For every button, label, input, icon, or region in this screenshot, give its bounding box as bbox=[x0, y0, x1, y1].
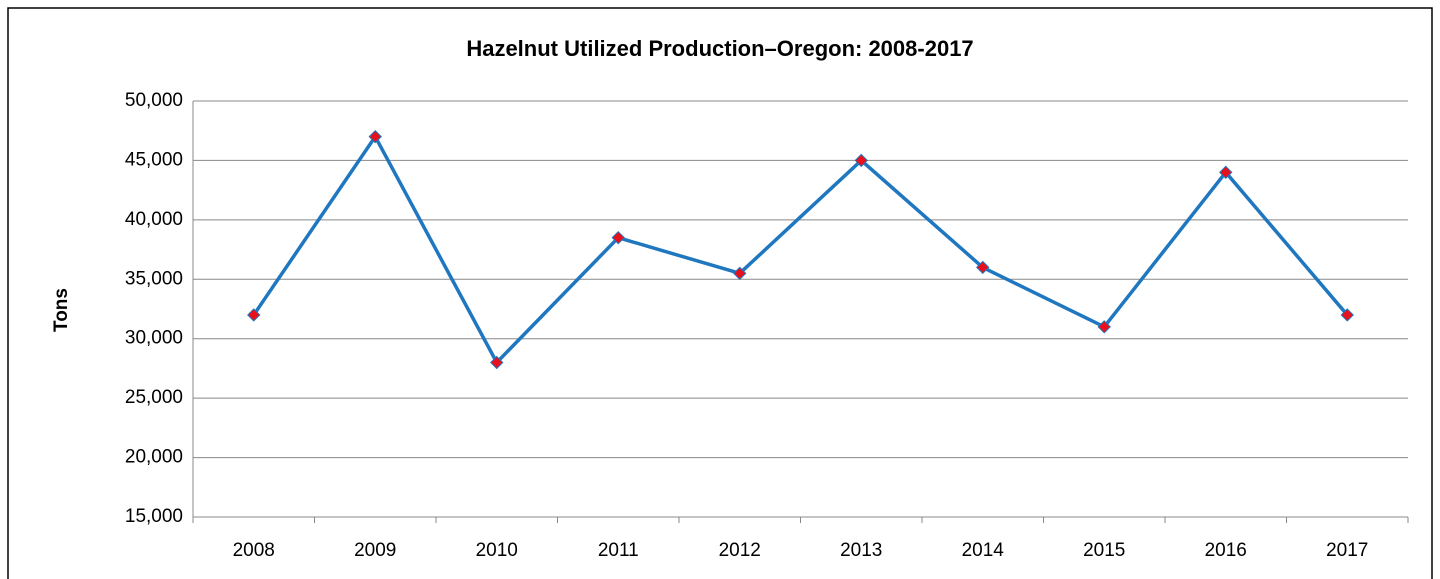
y-tick-label: 30,000 bbox=[125, 328, 183, 349]
y-tick-label: 50,000 bbox=[125, 90, 183, 111]
data-marker bbox=[733, 266, 747, 281]
x-tick-label: 2008 bbox=[233, 540, 275, 561]
y-tick-label: 35,000 bbox=[125, 268, 183, 289]
x-tick-label: 2011 bbox=[598, 540, 639, 561]
data-marker bbox=[247, 308, 261, 322]
y-axis-label: Tons bbox=[51, 288, 72, 332]
y-tick-label: 40,000 bbox=[125, 209, 183, 230]
data-marker bbox=[611, 230, 625, 245]
x-tick-label: 2009 bbox=[354, 540, 396, 561]
x-tick-label: 2017 bbox=[1326, 540, 1368, 561]
data-marker bbox=[490, 355, 504, 370]
y-tick-label: 45,000 bbox=[125, 149, 183, 170]
y-tick-label: 25,000 bbox=[125, 387, 183, 408]
y-tick-label: 20,000 bbox=[125, 447, 183, 468]
x-tick-label: 2010 bbox=[476, 540, 518, 561]
data-line bbox=[252, 134, 1349, 365]
chart-frame bbox=[7, 7, 1433, 579]
x-tick-label: 2014 bbox=[962, 540, 1005, 561]
x-tick-label: 2015 bbox=[1083, 540, 1125, 561]
chart-title: Hazelnut Utilized Production–Oregon: 200… bbox=[466, 36, 973, 61]
data-marker bbox=[368, 129, 382, 144]
data-marker bbox=[1097, 320, 1111, 334]
data-marker bbox=[976, 260, 990, 275]
y-tick-label: 15,000 bbox=[125, 506, 183, 527]
x-tick-label: 2012 bbox=[719, 540, 761, 561]
data-marker bbox=[1340, 308, 1354, 322]
x-tick-label: 2016 bbox=[1205, 540, 1247, 561]
data-marker bbox=[1219, 165, 1233, 180]
data-marker bbox=[854, 153, 868, 168]
x-tick-label: 2013 bbox=[840, 540, 882, 561]
